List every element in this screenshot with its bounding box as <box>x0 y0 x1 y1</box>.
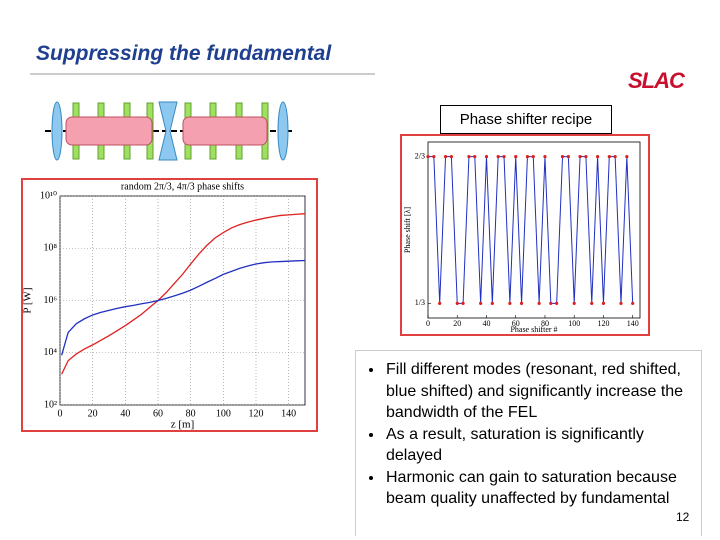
x-tick-label: 140 <box>627 319 639 328</box>
data-point <box>490 301 494 305</box>
data-point <box>449 155 453 159</box>
x-tick-label: 40 <box>482 319 490 328</box>
beamline-schematic <box>45 101 292 161</box>
x-tick-label: 0 <box>426 319 430 328</box>
data-point <box>508 301 512 305</box>
data-point <box>519 301 524 305</box>
data-point <box>438 301 442 305</box>
data-point <box>525 155 530 159</box>
series-line <box>61 259 306 356</box>
x-axis-label: z [m] <box>171 419 195 431</box>
page-number: 12 <box>676 510 690 524</box>
data-point <box>443 155 448 159</box>
bullet-box: Fill different modes (resonant, red shif… <box>355 350 702 536</box>
y-tick-label: 10⁸ <box>44 243 58 254</box>
data-point <box>537 301 541 305</box>
data-point <box>543 155 547 159</box>
bullet: Fill different modes (resonant, red shif… <box>384 359 701 424</box>
y-axis-label: Phase shift [λ] <box>403 207 412 253</box>
y-axis-label: P [W] <box>22 287 34 313</box>
x-tick-label: 0 <box>58 408 63 419</box>
x-tick-label: 100 <box>568 319 580 328</box>
x-tick-label: 20 <box>453 319 461 328</box>
logo: SLAC <box>628 68 685 93</box>
data-point <box>479 301 483 305</box>
series-line <box>61 213 306 375</box>
data-point <box>590 301 594 305</box>
data-point <box>461 301 465 305</box>
data-point <box>613 155 617 159</box>
data-point <box>467 155 471 159</box>
y-tick-label: 10⁴ <box>44 347 58 358</box>
data-point <box>432 155 436 159</box>
x-tick-label: 20 <box>88 408 98 419</box>
x-tick-label: 60 <box>153 408 163 419</box>
data-point <box>531 155 535 159</box>
data-point <box>560 155 565 159</box>
data-point <box>566 155 570 159</box>
data-point <box>607 155 611 159</box>
x-tick-label: 120 <box>597 319 609 328</box>
x-tick-label: 140 <box>281 408 296 419</box>
data-point <box>572 301 576 305</box>
data-point <box>484 155 489 159</box>
bullet: Harmonic can gain to saturation because … <box>384 467 701 510</box>
bullet: As a result, saturation is significantly… <box>384 424 701 467</box>
data-point <box>455 301 459 305</box>
data-point <box>584 155 588 159</box>
data-point <box>625 155 629 159</box>
x-tick-label: 120 <box>249 408 264 419</box>
slide-title: Suppressing the fundamental <box>36 42 332 65</box>
x-tick-label: 80 <box>186 408 196 419</box>
data-point <box>555 301 559 305</box>
data-point <box>596 155 600 159</box>
data-point <box>426 155 430 159</box>
y-tick-label: 2/3 <box>415 151 425 160</box>
x-tick-label: 40 <box>120 408 130 419</box>
x-tick-label: 80 <box>541 319 549 328</box>
data-point <box>631 301 635 305</box>
data-point <box>496 155 500 159</box>
data-point <box>473 155 477 159</box>
recipe-label: Phase shifter recipe <box>440 105 612 134</box>
data-point <box>578 155 582 159</box>
data-point <box>619 301 623 305</box>
data-point <box>601 301 606 305</box>
x-axis-label: Phase shifter # <box>510 325 557 334</box>
chart-title: random 2π/3, 4π/3 phase shifts <box>121 181 244 192</box>
bullet-list: Fill different modes (resonant, red shif… <box>356 359 701 510</box>
y-tick-label: 10¹⁰ <box>40 190 57 201</box>
data-point <box>502 155 506 159</box>
data-point <box>514 155 518 159</box>
x-tick-label: 100 <box>216 408 231 419</box>
x-tick-label: 60 <box>512 319 520 328</box>
data-point <box>549 301 553 305</box>
y-tick-label: 10² <box>44 399 57 410</box>
y-tick-label: 1/3 <box>415 298 425 307</box>
y-tick-label: 10⁶ <box>44 295 58 306</box>
